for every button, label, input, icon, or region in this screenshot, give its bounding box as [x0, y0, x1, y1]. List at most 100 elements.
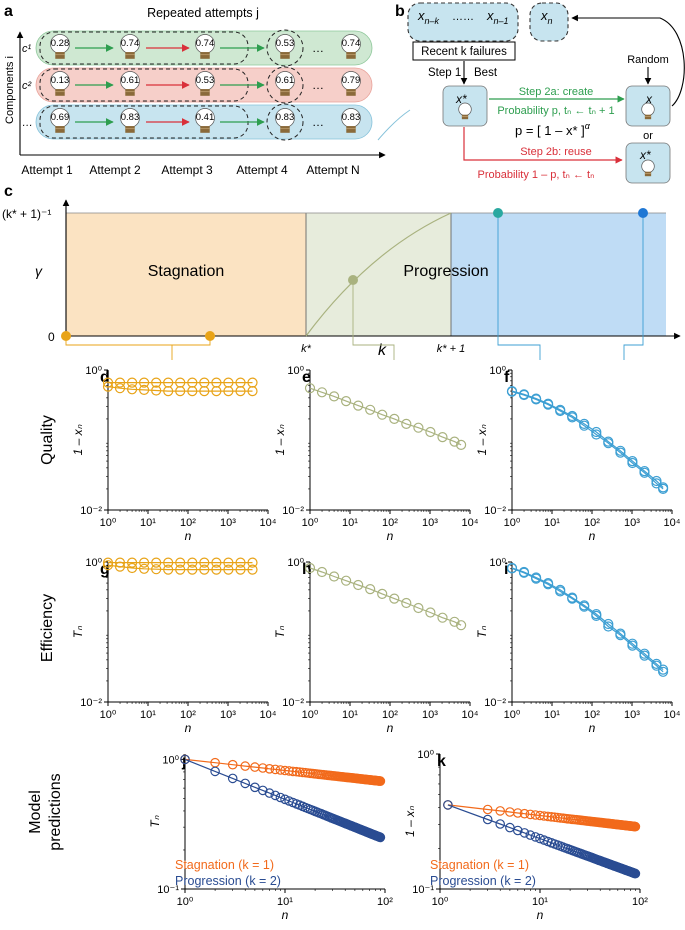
data-point [449, 616, 460, 627]
data-point [280, 794, 290, 805]
x-tick-label: 10³ [624, 517, 640, 529]
bulb-icon [195, 34, 215, 59]
bulb-value: 0.74 [196, 38, 215, 49]
data-point [316, 387, 328, 398]
data-point [211, 557, 222, 568]
x-axis-label: n [589, 529, 596, 543]
series [102, 560, 258, 575]
y-tick-label: 10⁰ [489, 365, 506, 377]
data-point [187, 557, 198, 568]
ellipsis-label: … [312, 41, 324, 55]
panel-letter: j [181, 753, 186, 770]
data-point [603, 621, 614, 632]
bulb-value: 0.69 [51, 112, 70, 123]
data-point [603, 438, 614, 449]
data-point [275, 792, 286, 803]
data-point [651, 660, 662, 671]
bulb-value: 0.83 [121, 112, 140, 123]
y-tick-label: 10⁰ [85, 557, 102, 569]
data-point [425, 426, 436, 438]
bulb-icon [641, 102, 655, 120]
data-point [413, 602, 424, 614]
xstar-label: x* [455, 92, 467, 106]
x-axis-label: n [185, 721, 192, 735]
bulb-value: 0.83 [342, 112, 361, 123]
marker-prog-1 [493, 208, 503, 218]
xtick-kstar1: k* + 1 [437, 343, 465, 355]
data-point [114, 377, 126, 388]
data-point [651, 478, 662, 489]
data-point [163, 386, 174, 397]
data-point [270, 764, 281, 775]
bulb-value: 0.83 [276, 112, 295, 123]
xtick-kstar: k* [301, 343, 312, 355]
data-point [139, 384, 150, 395]
data-point [512, 825, 523, 836]
step2b-label: Step 2b: reuse [520, 146, 592, 158]
x-tick-label: 10¹ [140, 709, 156, 721]
x-tick-label: 10⁰ [302, 709, 319, 721]
data-point [615, 630, 626, 641]
data-point [365, 404, 376, 415]
data-point [482, 814, 493, 825]
x-axis-label: n [282, 908, 289, 922]
data-point [530, 394, 542, 405]
data-point [615, 447, 626, 458]
panel-a-yaxis-label: Components i [4, 56, 16, 124]
progression-label: Progression [403, 263, 488, 280]
series [443, 800, 641, 879]
data-point [579, 601, 590, 612]
ellipsis-label: … [312, 115, 324, 129]
series [304, 562, 467, 631]
efficiency-row-label: Efficiency [39, 594, 56, 662]
x-tick-label: 10⁰ [504, 709, 521, 721]
series [443, 800, 641, 832]
data-point [413, 422, 424, 433]
data-point [264, 763, 275, 774]
marker-prog-2 [638, 208, 648, 218]
y-tick-label: 10⁰ [162, 754, 179, 766]
data-point [304, 562, 316, 574]
data-point [240, 761, 250, 771]
bulb-value: 0.74 [121, 38, 140, 49]
series [506, 386, 669, 494]
marker-stag-2 [205, 331, 215, 341]
x-tick-label: 10¹ [544, 517, 560, 529]
bulb-icon [341, 71, 361, 96]
data-point [223, 386, 234, 397]
legend-entry: Stagnation (k = 1) [430, 858, 529, 872]
data-point [591, 426, 602, 438]
data-point [139, 377, 150, 388]
data-point [377, 588, 388, 600]
bulb-value: 0.41 [196, 112, 215, 123]
attempt-label: Attempt 2 [89, 163, 141, 177]
step2b-arrow [463, 127, 623, 164]
panel-a-header: Repeated attempts j [147, 6, 259, 20]
data-point [627, 640, 638, 651]
x-tick-label: 10³ [422, 517, 438, 529]
data-point [199, 557, 210, 568]
data-point [175, 386, 186, 397]
panel-b-letter: b [395, 3, 405, 20]
data-point [425, 607, 436, 618]
data-point [353, 579, 364, 591]
data-point [456, 620, 467, 631]
marker-mid [348, 275, 358, 285]
attempt-label: Attempt 1 [21, 163, 73, 177]
data-point [377, 409, 388, 420]
prob-p-label: Probability p, tₙ ← tₙ + 1 [497, 105, 614, 117]
data-point [657, 483, 669, 494]
x-tick-label: 10³ [422, 709, 438, 721]
x-tick-label: 10⁴ [664, 517, 681, 529]
bulb-icon [275, 34, 295, 59]
node-x-n: xn [540, 8, 553, 26]
bulb-icon [50, 71, 70, 96]
bulb-icon [641, 102, 655, 120]
node-dots: …… [452, 11, 474, 23]
data-point [284, 766, 294, 776]
panel-a-row: … 0.69 0.83 0.41 0.83 … 0.83 [22, 103, 373, 141]
